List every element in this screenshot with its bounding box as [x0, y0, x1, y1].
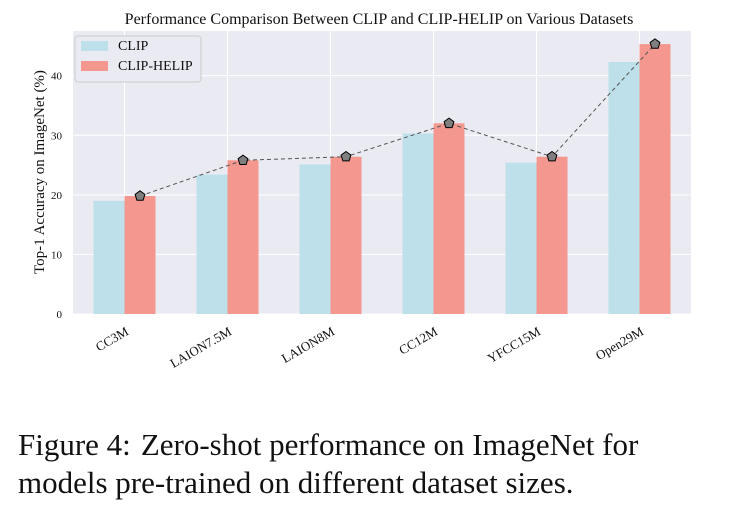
bar-clip-helip [227, 160, 259, 314]
bar-clip [93, 200, 125, 314]
bar-clip-helip [536, 156, 568, 314]
bar-clip [196, 174, 228, 314]
x-tick-label: CC3M [93, 323, 132, 354]
bar-clip-helip [124, 196, 156, 314]
legend-swatch-clip [81, 41, 108, 51]
caption-text: Zero-shot performance on ImageNet for mo… [18, 427, 639, 500]
figure-caption: Figure 4: Zero-shot performance on ImageN… [18, 426, 718, 502]
bar-clip-helip [639, 44, 671, 315]
legend-label-clip: CLIP [118, 39, 149, 54]
trend-marker [134, 190, 146, 201]
y-tick-label: 10 [51, 249, 63, 261]
trend-line [139, 43, 656, 197]
bar-clip-helip [330, 156, 362, 314]
y-tick-label: 30 [51, 130, 63, 142]
x-tick-label: CC12M [396, 323, 440, 357]
legend: CLIP CLIP-HELIP [74, 35, 202, 83]
helip-trend-line [134, 38, 661, 201]
bar-clip-helip [433, 123, 465, 314]
bar-clip [299, 164, 331, 314]
legend-label-clip-helip: CLIP-HELIP [118, 59, 193, 74]
y-tick-label: 0 [57, 309, 63, 321]
x-tick-label: LAION8M [279, 323, 338, 365]
x-tick-label: LAION7.5M [167, 323, 234, 370]
trend-marker [649, 38, 661, 49]
trend-marker [340, 150, 352, 162]
y-axis-label: Top-1 Accuracy on ImageNet (%) [32, 70, 48, 274]
x-tick-label: Open29M [593, 323, 647, 363]
bars [93, 44, 671, 315]
x-tick-label: YFCC15M [485, 323, 544, 365]
x-axis-ticks: CC3M LAION7.5M LAION8M CC12M YFCC15M Open29M [93, 323, 647, 370]
trend-marker [546, 150, 558, 162]
bar-clip [402, 133, 434, 314]
legend-swatch-clip-helip [81, 61, 108, 71]
bar-clip [608, 61, 640, 315]
y-tick-label: 40 [51, 71, 63, 83]
trend-marker [237, 154, 249, 165]
y-axis-ticks: 0 10 20 30 40 [51, 71, 63, 321]
trend-marker [443, 117, 455, 129]
figure-label: Figure 4: [18, 427, 131, 462]
y-tick-label: 20 [51, 190, 63, 202]
bar-chart: Performance Comparison Between CLIP and … [32, 11, 691, 371]
bar-clip [505, 162, 537, 314]
chart-title: Performance Comparison Between CLIP and … [125, 11, 634, 28]
